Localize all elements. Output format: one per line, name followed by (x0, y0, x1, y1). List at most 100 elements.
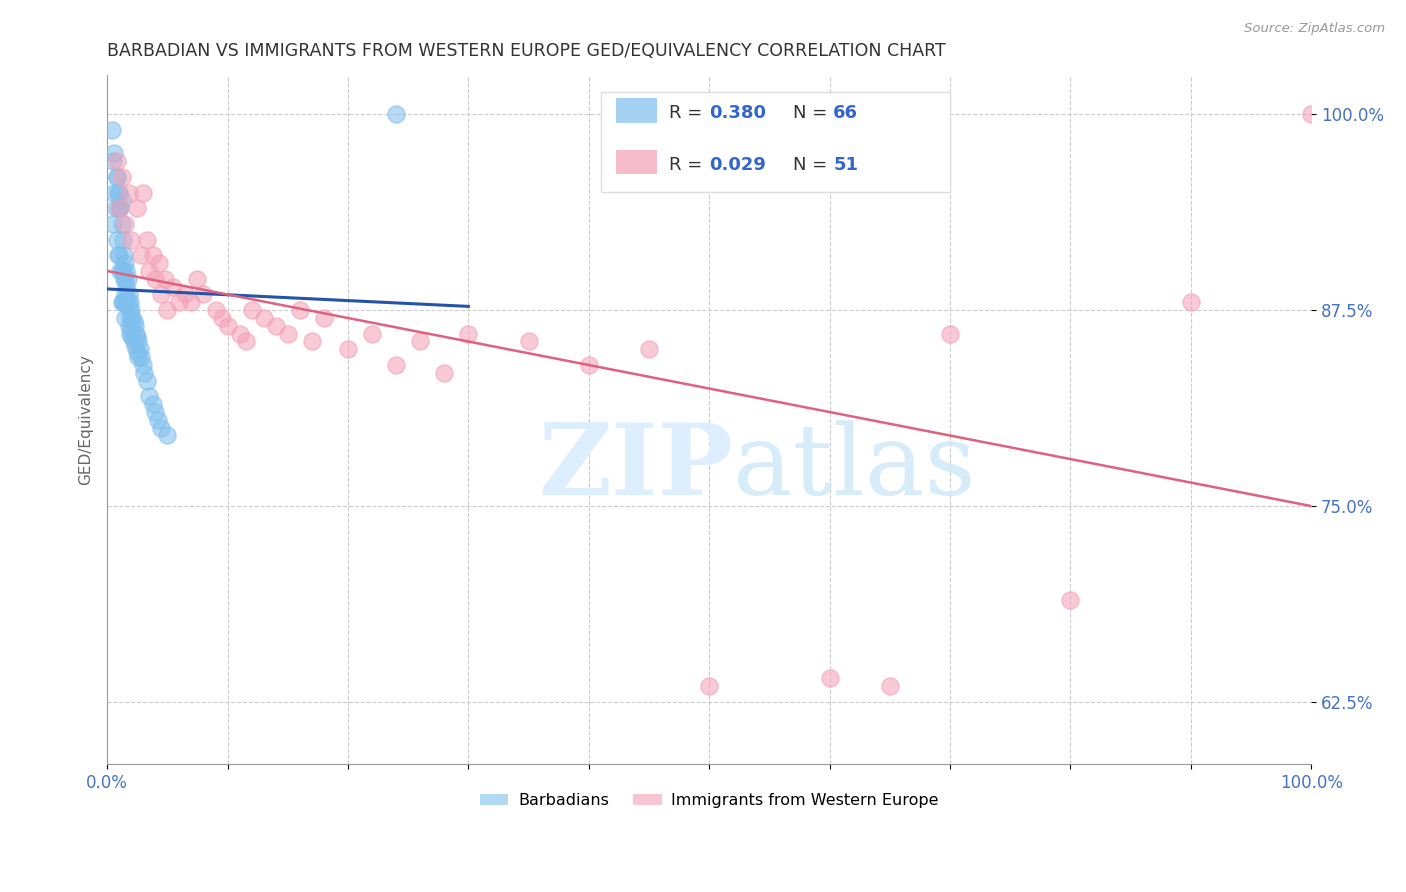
Point (110, 264, 132, 278)
Point (235, 334, 257, 349)
Point (117, 295, 139, 310)
Point (110, 202, 132, 216)
Point (336, 343, 359, 357)
Point (115, 264, 138, 278)
Point (110, 295, 132, 310)
Point (118, 326, 141, 341)
Point (110, 264, 132, 278)
Point (118, 287, 141, 301)
Point (114, 217, 136, 231)
Point (103, 186, 125, 200)
Point (118, 186, 141, 200)
Point (112, 272, 135, 286)
Point (111, 295, 134, 310)
Point (108, 202, 131, 216)
Point (101, 217, 124, 231)
Point (110, 194, 132, 208)
Point (385, 358, 408, 372)
Point (186, 272, 208, 286)
Point (385, 107, 408, 121)
Point (578, 358, 600, 372)
Point (939, 326, 962, 341)
Point (156, 303, 179, 318)
Point (114, 287, 136, 301)
Text: N =: N = (793, 156, 834, 174)
Point (409, 334, 432, 349)
Point (1180, 295, 1202, 310)
Point (264, 318, 287, 333)
Legend: Barbadians, Immigrants from Western Europe: Barbadians, Immigrants from Western Euro… (474, 787, 945, 814)
FancyBboxPatch shape (616, 98, 658, 123)
Point (457, 326, 479, 341)
Text: BARBADIAN VS IMMIGRANTS FROM WESTERN EUROPE GED/EQUIVALENCY CORRELATION CHART: BARBADIAN VS IMMIGRANTS FROM WESTERN EUR… (107, 42, 946, 60)
Point (143, 405, 166, 419)
Point (517, 334, 540, 349)
Point (153, 272, 176, 286)
Point (132, 186, 155, 200)
Point (111, 233, 134, 247)
FancyBboxPatch shape (600, 93, 950, 193)
Point (115, 295, 138, 310)
Point (312, 310, 335, 325)
Point (112, 295, 135, 310)
Point (118, 303, 141, 318)
Point (150, 420, 173, 434)
Point (124, 339, 146, 353)
Point (150, 287, 173, 301)
Point (169, 295, 191, 310)
Point (114, 256, 136, 270)
Point (120, 323, 142, 337)
Text: N =: N = (793, 104, 834, 122)
Point (104, 202, 127, 216)
Point (277, 326, 299, 341)
Point (103, 146, 125, 161)
Point (174, 287, 197, 301)
Point (105, 154, 128, 169)
Text: R =: R = (669, 104, 709, 122)
Point (433, 366, 456, 380)
Point (120, 303, 142, 318)
Text: Source: ZipAtlas.com: Source: ZipAtlas.com (1244, 22, 1385, 36)
Point (114, 310, 136, 325)
Point (193, 287, 215, 301)
Point (135, 374, 157, 388)
Point (146, 412, 169, 426)
Point (110, 169, 132, 184)
Point (111, 264, 134, 278)
Point (180, 295, 202, 310)
Point (129, 248, 152, 262)
Point (101, 154, 124, 169)
Text: R =: R = (669, 156, 709, 174)
Text: atlas: atlas (734, 420, 976, 516)
Text: 0.380: 0.380 (709, 104, 766, 122)
Point (204, 303, 226, 318)
Point (162, 279, 184, 293)
Point (105, 169, 128, 184)
Point (142, 397, 165, 411)
Y-axis label: GED/Equivalency: GED/Equivalency (79, 354, 93, 485)
Point (124, 318, 146, 333)
Text: 51: 51 (834, 156, 858, 174)
Point (120, 233, 142, 247)
Point (134, 366, 156, 380)
Point (142, 248, 165, 262)
Point (127, 334, 149, 349)
Point (228, 326, 250, 341)
Point (148, 256, 170, 270)
Point (107, 248, 129, 262)
Point (127, 350, 149, 364)
Point (118, 318, 141, 333)
Point (361, 326, 384, 341)
Point (638, 343, 661, 357)
Point (127, 202, 149, 216)
FancyBboxPatch shape (616, 150, 658, 175)
Point (138, 389, 160, 403)
Point (108, 186, 131, 200)
Point (122, 334, 145, 349)
Point (143, 272, 166, 286)
Point (107, 186, 129, 200)
Point (1301, 107, 1323, 121)
Point (127, 329, 149, 343)
Text: 66: 66 (834, 104, 858, 122)
Point (118, 310, 141, 325)
